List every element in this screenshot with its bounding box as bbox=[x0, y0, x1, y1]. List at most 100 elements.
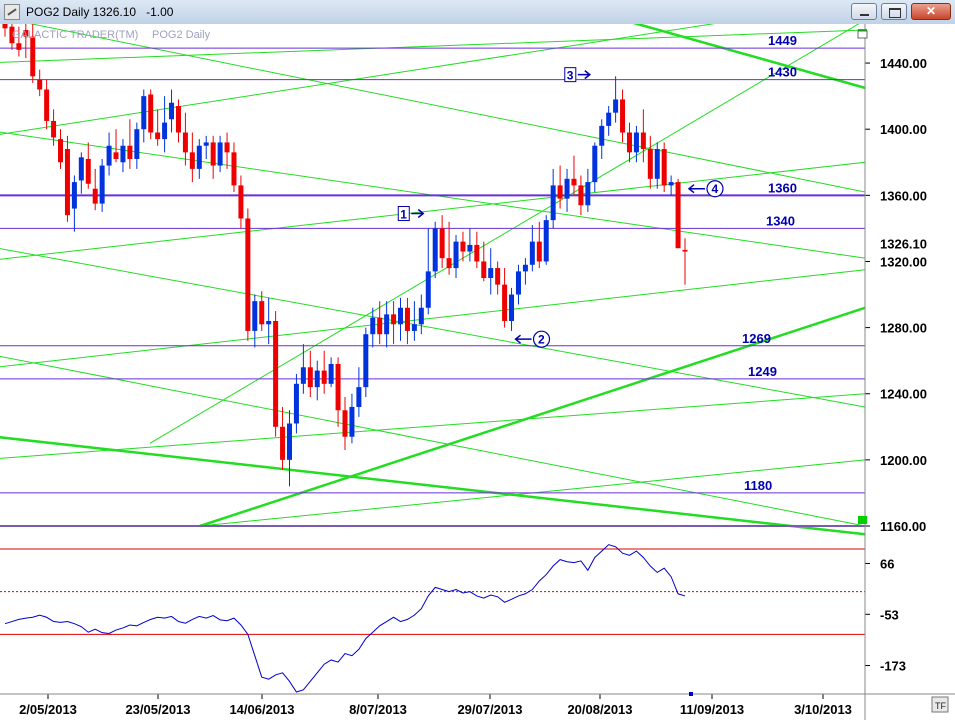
candle-body bbox=[266, 320, 272, 325]
annotation-number: 1 bbox=[400, 208, 407, 222]
candle-body bbox=[474, 244, 480, 262]
candle-body bbox=[453, 241, 459, 269]
oscillator-reference-lines bbox=[0, 548, 865, 635]
candle-body bbox=[300, 367, 306, 384]
price-axis-panel bbox=[865, 24, 955, 720]
candle-body bbox=[647, 149, 653, 179]
date-tick-label: 20/08/2013 bbox=[567, 702, 632, 717]
angle-line bbox=[632, 24, 866, 90]
candle-body bbox=[307, 367, 313, 388]
annotation-arrow bbox=[577, 70, 591, 80]
candle-body bbox=[182, 132, 188, 153]
candle-body bbox=[342, 410, 348, 437]
annotation-number: 3 bbox=[567, 69, 574, 83]
candle-body bbox=[571, 178, 577, 186]
chart-canvas[interactable]: 1449 1430 1360 1340 1269 1249 1180 1 2 3 4 1160.0… bbox=[0, 24, 955, 720]
window-title-change: -1.00 bbox=[146, 5, 174, 19]
angle-line bbox=[0, 436, 866, 536]
window-title-text: POG2 Daily 1326.10 bbox=[26, 5, 137, 19]
angle-line bbox=[0, 393, 866, 459]
candle-body bbox=[557, 185, 563, 199]
annotation-arrow bbox=[687, 184, 705, 194]
candle-body bbox=[654, 149, 660, 179]
date-tick-label: 11/09/2013 bbox=[680, 702, 744, 717]
candle-body bbox=[23, 30, 29, 37]
angle-line bbox=[29, 24, 866, 193]
close-button[interactable] bbox=[911, 3, 951, 20]
current-bar-marker bbox=[689, 692, 693, 696]
date-tick-label: 29/07/2013 bbox=[457, 702, 522, 717]
candle-body bbox=[189, 152, 195, 169]
price-tick-label: 1320.00 bbox=[880, 254, 927, 269]
candle-body bbox=[377, 317, 383, 335]
candle-body bbox=[203, 142, 209, 146]
candle-body bbox=[71, 182, 77, 209]
candle-body bbox=[217, 142, 223, 166]
candle-body bbox=[564, 178, 570, 199]
candle-body bbox=[398, 307, 404, 325]
candle-body bbox=[134, 129, 140, 159]
date-tick-label: 2/05/2013 bbox=[19, 702, 77, 717]
timeframe-button[interactable] bbox=[931, 696, 949, 713]
candle-body bbox=[328, 363, 334, 384]
candle-body bbox=[245, 218, 251, 331]
date-tick-label: 3/10/2013 bbox=[794, 702, 852, 717]
annotation-box bbox=[564, 67, 577, 83]
angle-line bbox=[0, 29, 866, 63]
candle-body bbox=[585, 182, 591, 206]
candle-body bbox=[502, 284, 508, 321]
candle-body bbox=[578, 185, 584, 206]
candle-body bbox=[37, 79, 43, 90]
candle-body bbox=[661, 149, 667, 186]
candle-body bbox=[169, 102, 175, 120]
price-tick-label: 1440.00 bbox=[880, 56, 927, 71]
annotation-circle bbox=[532, 330, 551, 348]
annotation-circle bbox=[706, 180, 724, 198]
candle-body bbox=[30, 36, 36, 77]
candle-body bbox=[210, 142, 216, 166]
annotation-box bbox=[397, 206, 410, 222]
candle-body bbox=[356, 387, 362, 407]
candle-body bbox=[273, 320, 279, 427]
candle-body bbox=[224, 142, 230, 153]
candle-body bbox=[640, 132, 646, 150]
angle-line bbox=[0, 24, 716, 135]
candle-body bbox=[550, 185, 556, 221]
watermark-right: POG2 Daily bbox=[152, 29, 211, 41]
timeframe-button-label: TF bbox=[935, 701, 946, 711]
window-titlebar[interactable]: POG2 Daily 1326.10 -1.00 bbox=[0, 0, 955, 25]
candle-body bbox=[418, 307, 424, 325]
panel-maximize-icon[interactable] bbox=[857, 30, 868, 39]
candle-body bbox=[432, 228, 438, 272]
chart-app-icon[interactable] bbox=[4, 4, 20, 20]
candle-body bbox=[44, 89, 50, 121]
support-resistance-levels: 1449 1430 1360 1340 1269 1249 1180 bbox=[0, 33, 865, 527]
oscillator-tick-label: -53 bbox=[880, 607, 899, 622]
window-title: POG2 Daily 1326.10 -1.00 bbox=[26, 5, 173, 19]
date-tick-label: 8/07/2013 bbox=[349, 702, 407, 717]
angle-line bbox=[0, 161, 866, 260]
candle-body bbox=[321, 370, 327, 384]
date-tick-label: 23/05/2013 bbox=[125, 702, 190, 717]
maximize-button[interactable] bbox=[881, 3, 907, 20]
price-tick-label: 1400.00 bbox=[880, 122, 927, 137]
price-tick-label: 1240.00 bbox=[880, 387, 927, 402]
candle-body bbox=[391, 314, 397, 325]
minimize-button[interactable] bbox=[851, 3, 877, 20]
annotation-arrow bbox=[514, 334, 532, 344]
candle-body bbox=[92, 188, 98, 204]
bottom-scroll-marker-icon[interactable] bbox=[858, 516, 867, 524]
candle-body bbox=[613, 99, 619, 113]
candle-body bbox=[78, 157, 84, 181]
candle-body bbox=[446, 258, 452, 269]
candle-body bbox=[626, 132, 632, 153]
date-axis-ticks: 2/05/2013 23/05/2013 14/06/2013 8/07/2013 29… bbox=[19, 694, 852, 717]
candle-body bbox=[148, 94, 154, 133]
candle-body bbox=[411, 324, 417, 331]
candle-body bbox=[127, 145, 133, 159]
candle-body bbox=[668, 182, 674, 186]
price-tick-label: 1280.00 bbox=[880, 321, 927, 336]
date-tick-label: 14/06/2013 bbox=[229, 702, 294, 717]
watermark-left: GALACTIC TRADER(TM) bbox=[12, 29, 138, 41]
level-label-1249: 1249 bbox=[748, 364, 777, 379]
